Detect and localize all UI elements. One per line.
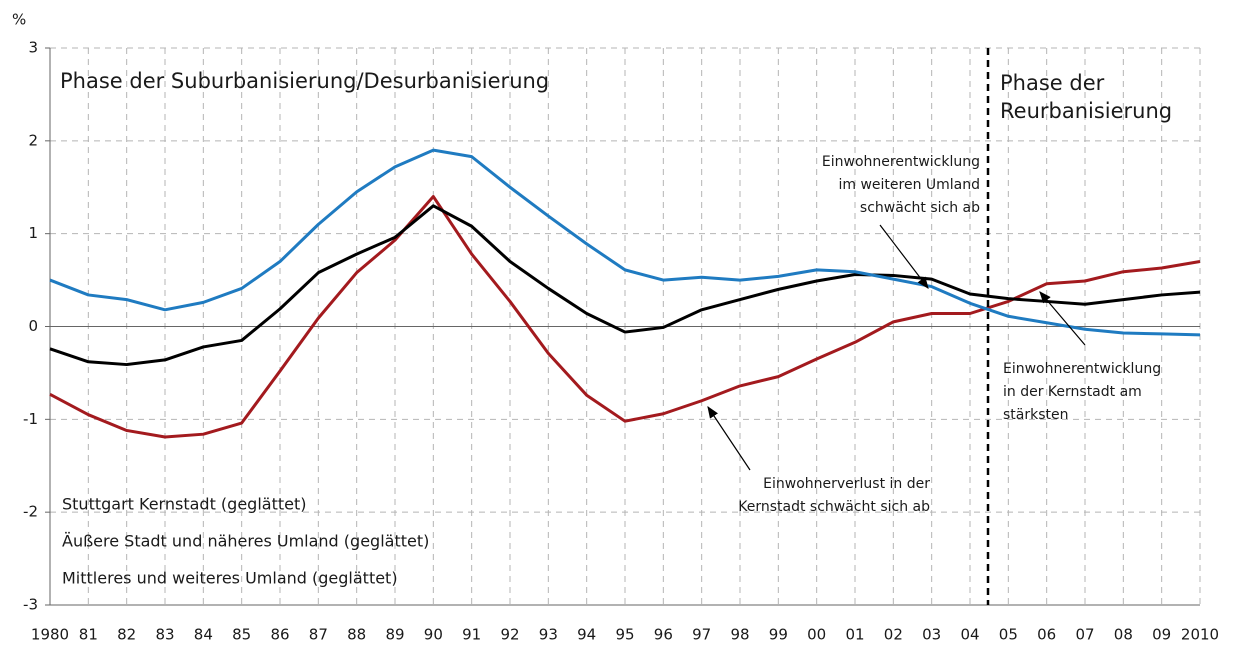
x-tick-label: 91 bbox=[462, 626, 481, 644]
x-tick-label: 07 bbox=[1075, 626, 1094, 644]
legend-label: Stuttgart Kernstadt (geglättet) bbox=[62, 495, 306, 514]
annotation: stärksten bbox=[1003, 407, 1069, 423]
x-tick-label: 88 bbox=[347, 626, 366, 644]
annotation-arrow bbox=[1039, 291, 1086, 346]
legend-label: Mittleres und weiteres Umland (geglättet… bbox=[62, 569, 398, 588]
x-tick-label: 09 bbox=[1152, 626, 1171, 644]
grid: 1980 81 82 83 84 85 86 87 88 89 90 91 92 93 94 95 96 97 98… bbox=[23, 39, 1219, 644]
phase-label: Reurbanisierung bbox=[1000, 99, 1172, 123]
x-tick-label: 81 bbox=[79, 626, 98, 644]
y-tick-label: -2 bbox=[23, 503, 38, 521]
x-tick-label: 98 bbox=[730, 626, 749, 644]
annotation: Kernstadt schwächt sich ab bbox=[738, 499, 930, 515]
annotation: im weiteren Umland bbox=[838, 177, 980, 193]
annotation: Einwohnerentwicklung bbox=[1003, 361, 1161, 377]
legend-label: Äußere Stadt und näheres Umland (geglätt… bbox=[62, 532, 429, 551]
x-tick-label: 87 bbox=[309, 626, 328, 644]
annotation: Einwohnerentwicklung bbox=[822, 154, 980, 170]
series-line bbox=[49, 204, 1201, 367]
x-tick-label: 94 bbox=[577, 626, 596, 644]
y-tick-label: 2 bbox=[28, 131, 38, 149]
series-line bbox=[49, 195, 1201, 439]
x-tick-label: 84 bbox=[194, 626, 213, 644]
x-tick-label: 93 bbox=[539, 626, 558, 644]
annotation-arrow bbox=[879, 224, 929, 289]
legend: Stuttgart Kernstadt (geglättet) Äußere St… bbox=[62, 495, 429, 588]
x-tick-label: 00 bbox=[807, 626, 826, 644]
x-tick-label: 83 bbox=[155, 626, 174, 644]
x-tick-label: 99 bbox=[769, 626, 788, 644]
phase-label: Phase der Suburbanisierung/Desurbanisier… bbox=[60, 69, 549, 93]
annotation: in der Kernstadt am bbox=[1003, 384, 1142, 400]
x-tick-label: 82 bbox=[117, 626, 136, 644]
x-tick-label: 04 bbox=[960, 626, 979, 644]
y-tick-label: 1 bbox=[28, 224, 38, 242]
y-axis-label: % bbox=[12, 11, 26, 29]
y-tick-label: -1 bbox=[23, 410, 38, 428]
x-tick-label: 2010 bbox=[1181, 626, 1219, 644]
x-tick-label: 06 bbox=[1037, 626, 1056, 644]
annotation: schwächt sich ab bbox=[860, 200, 980, 216]
x-tick-label: 01 bbox=[845, 626, 864, 644]
annotation-arrow bbox=[707, 406, 751, 471]
x-tick-label: 1980 bbox=[31, 626, 69, 644]
y-tick-label: 0 bbox=[28, 317, 38, 335]
lines bbox=[49, 148, 1201, 439]
x-tick-label: 08 bbox=[1114, 626, 1133, 644]
series-line bbox=[49, 148, 1201, 337]
x-tick-label: 02 bbox=[884, 626, 903, 644]
x-tick-label: 85 bbox=[232, 626, 251, 644]
x-tick-label: 92 bbox=[500, 626, 519, 644]
x-tick-label: 89 bbox=[385, 626, 404, 644]
y-tick-label: 3 bbox=[28, 39, 38, 57]
x-tick-label: 90 bbox=[424, 626, 443, 644]
phase-label: Phase der bbox=[1000, 71, 1105, 95]
y-tick-label: -3 bbox=[23, 596, 38, 614]
x-tick-label: 86 bbox=[270, 626, 289, 644]
x-tick-label: 05 bbox=[999, 626, 1018, 644]
x-tick-label: 97 bbox=[692, 626, 711, 644]
x-tick-label: 96 bbox=[654, 626, 673, 644]
x-tick-label: 03 bbox=[922, 626, 941, 644]
x-tick-label: 95 bbox=[615, 626, 634, 644]
annotation: Einwohnerverlust in der bbox=[763, 476, 930, 492]
